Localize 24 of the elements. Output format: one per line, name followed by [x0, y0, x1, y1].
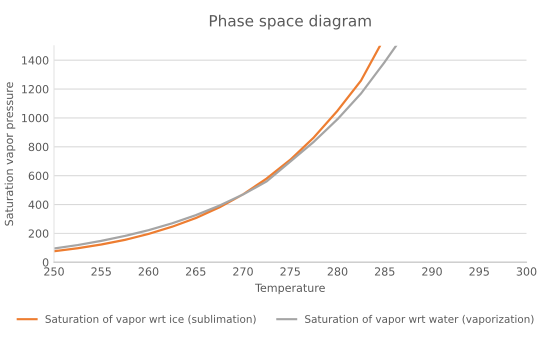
y-axis-title: Saturation vapor pressure	[4, 82, 16, 226]
y-tick-label: 400	[28, 200, 48, 209]
y-tick-label: 600	[28, 172, 48, 180]
legend-label: Saturation of vapor wrt ice (sublimation)	[46, 314, 256, 325]
x-axis-title: Temperature	[255, 284, 325, 294]
x-tick-label: 280	[328, 267, 348, 276]
x-tick-label: 270	[233, 267, 253, 276]
x-tick-label: 300	[516, 267, 536, 276]
y-tick-label: 200	[28, 229, 48, 238]
x-tick-label: 250	[44, 267, 64, 276]
x-tick-label: 285	[374, 267, 394, 276]
x-tick-label: 260	[138, 267, 158, 276]
y-tick-label: 1400	[22, 56, 48, 65]
y-tick-label: 800	[28, 142, 48, 152]
x-tick-label: 275	[280, 267, 300, 276]
y-tick-label: 0	[42, 258, 48, 267]
x-tick-label: 295	[469, 267, 489, 276]
y-tick-label: 1000	[22, 114, 48, 122]
x-tick-label: 265	[186, 267, 206, 276]
x-tick-label: 255	[91, 267, 111, 276]
chart-title: Phase space diagram	[210, 14, 371, 30]
x-tick-label: 290	[422, 267, 442, 276]
legend-label: Saturation of vapor wrt water (vaporization)	[305, 314, 534, 325]
y-tick-label: 1200	[22, 85, 48, 94]
